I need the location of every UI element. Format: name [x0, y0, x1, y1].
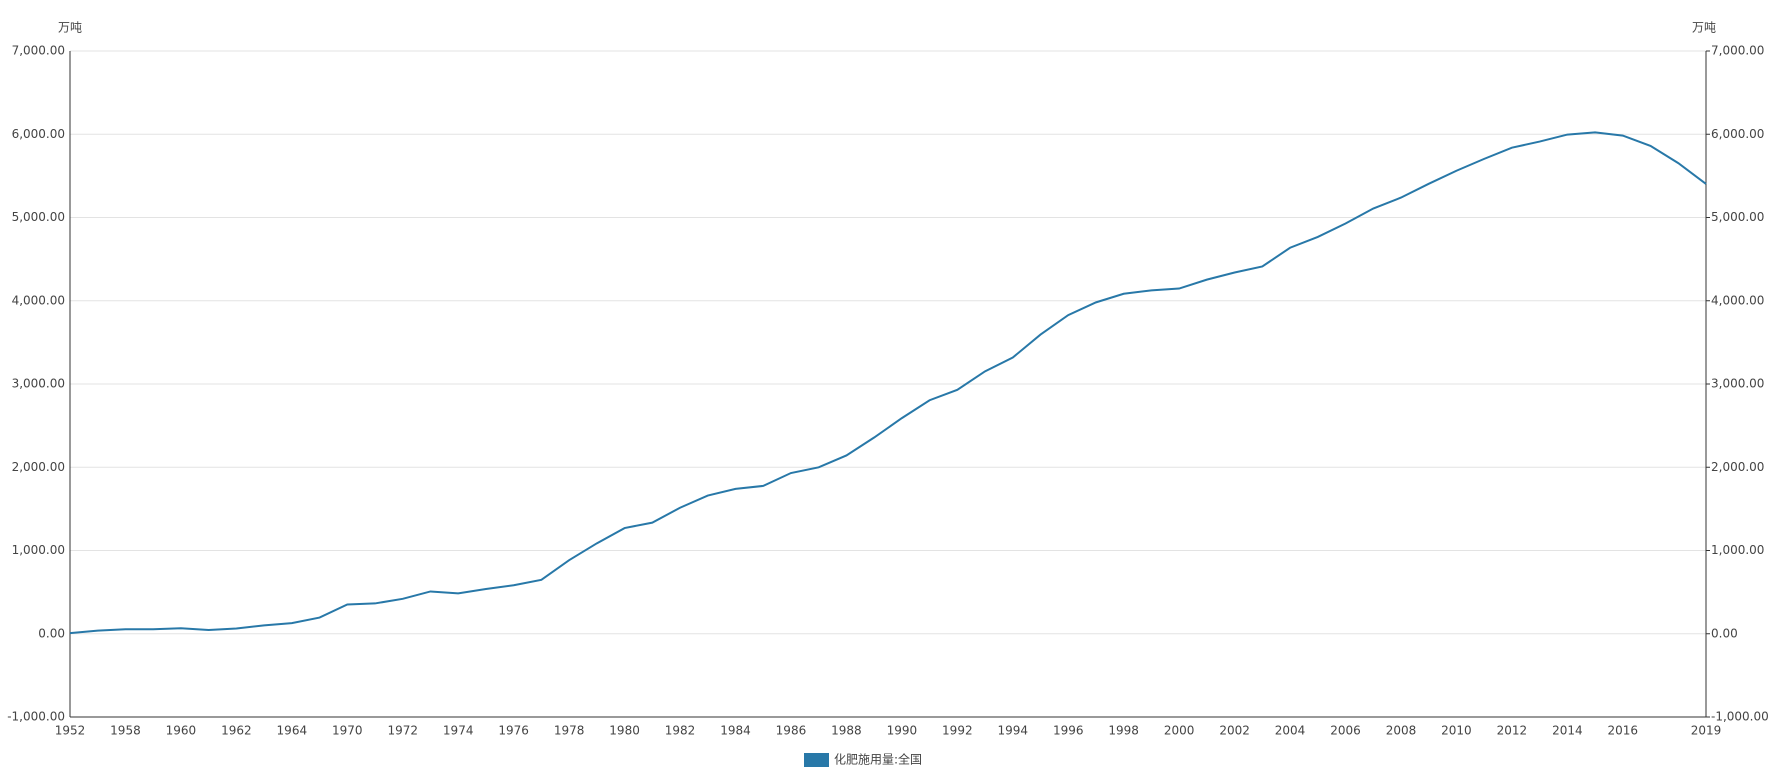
y2-axis-unit: 万吨: [1692, 21, 1716, 35]
x-tick-label: 1998: [1108, 724, 1139, 738]
x-tick-label: 1958: [110, 724, 141, 738]
x-tick-label: 1982: [665, 724, 696, 738]
x-tick-label: 1986: [776, 724, 807, 738]
x-tick-label: 2014: [1552, 724, 1583, 738]
legend-label: 化肥施用量:全国: [834, 752, 922, 767]
x-tick-label: 2002: [1219, 724, 1250, 738]
y-axis-unit: 万吨: [58, 21, 82, 35]
data-line: [69, 131, 1707, 635]
y2-tick-label: 2,000.00: [1711, 460, 1764, 474]
x-tick-label: 1996: [1053, 724, 1084, 738]
x-tick-label: 1976: [498, 724, 529, 738]
y-tick-label: 6,000.00: [12, 127, 65, 141]
y-tick-label: 0.00: [38, 626, 65, 640]
y2-tick-label: 7,000.00: [1711, 44, 1764, 58]
x-tick-label: 1970: [332, 724, 363, 738]
x-tick-label: 2010: [1441, 724, 1472, 738]
x-tick-label: 1964: [277, 724, 308, 738]
y2-tick-label: 1,000.00: [1711, 543, 1764, 557]
y2-tick-label: 4,000.00: [1711, 293, 1764, 307]
y-tick-label: 4,000.00: [12, 293, 65, 307]
y-tick-label: 3,000.00: [12, 377, 65, 391]
x-tick-label: 2008: [1386, 724, 1417, 738]
y2-tick-label: 0.00: [1711, 626, 1738, 640]
x-tick-label: 1980: [609, 724, 640, 738]
y2-tick-label: 5,000.00: [1711, 210, 1764, 224]
x-tick-label: 1992: [942, 724, 973, 738]
x-tick-label: 1974: [443, 724, 474, 738]
y-tick-label: -1,000.00: [7, 710, 65, 724]
x-tick-label: 1988: [831, 724, 862, 738]
x-tick-label: 1962: [221, 724, 252, 738]
y-tick-label: 7,000.00: [12, 44, 65, 58]
x-tick-label: 2000: [1164, 724, 1195, 738]
y2-tick-label: 6,000.00: [1711, 127, 1764, 141]
x-tick-label: 1978: [554, 724, 585, 738]
x-tick-label: 1990: [887, 724, 918, 738]
x-tick-label: 2019: [1691, 724, 1722, 738]
x-tick-label: 1960: [166, 724, 197, 738]
x-tick-label: 2016: [1608, 724, 1639, 738]
y-tick-label: 2,000.00: [12, 460, 65, 474]
x-tick-label: 2006: [1330, 724, 1361, 738]
x-tick-label: 1984: [720, 724, 751, 738]
x-tick-label: 1994: [998, 724, 1029, 738]
x-tick-label: 1972: [387, 724, 418, 738]
y2-tick-label: 3,000.00: [1711, 377, 1764, 391]
y-tick-label: 5,000.00: [12, 210, 65, 224]
x-tick-label: 2012: [1497, 724, 1528, 738]
legend-swatch: [804, 753, 829, 767]
x-tick-label: 2004: [1275, 724, 1306, 738]
y-tick-label: 1,000.00: [12, 543, 65, 557]
y2-tick-label: -1,000.00: [1711, 710, 1769, 724]
x-tick-label: 1952: [55, 724, 86, 738]
